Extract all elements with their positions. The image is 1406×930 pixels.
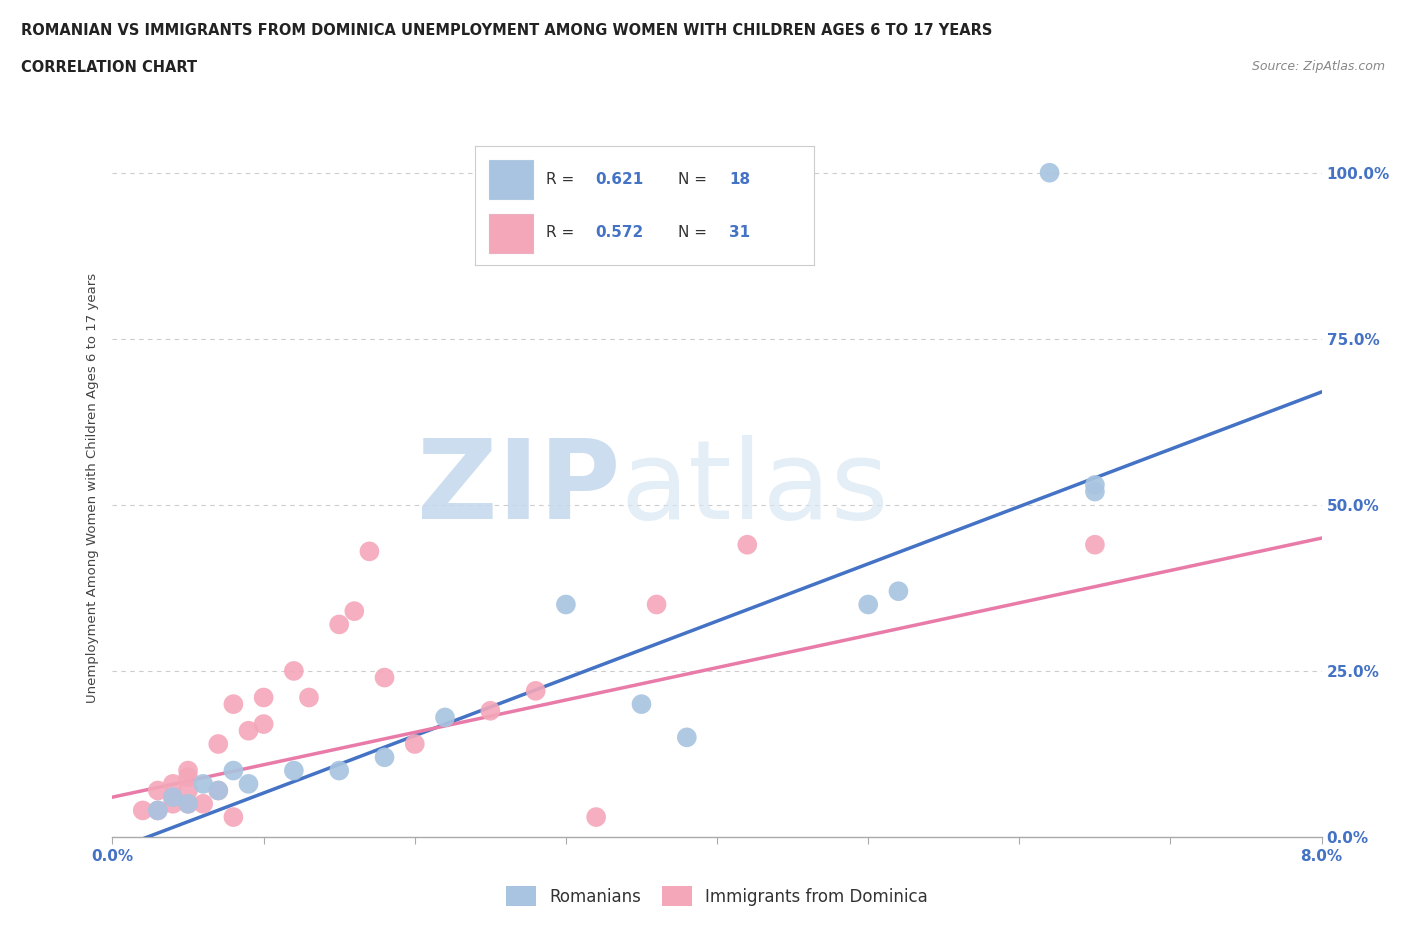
Point — [177, 796, 200, 811]
Point — [343, 604, 366, 618]
Point — [1084, 538, 1107, 552]
Point — [479, 703, 502, 718]
Legend: Romanians, Immigrants from Dominica: Romanians, Immigrants from Dominica — [499, 880, 935, 912]
Point — [737, 538, 759, 552]
Point — [554, 597, 576, 612]
Point — [1084, 477, 1107, 492]
Point — [433, 710, 456, 724]
Point — [222, 764, 245, 778]
Point — [283, 764, 305, 778]
Point — [191, 777, 215, 791]
Y-axis label: Unemployment Among Women with Children Ages 6 to 17 years: Unemployment Among Women with Children A… — [86, 273, 100, 703]
Text: atlas: atlas — [620, 434, 889, 542]
Point — [238, 777, 260, 791]
Point — [146, 803, 169, 817]
Point — [328, 617, 350, 631]
Point — [132, 803, 155, 817]
Point — [146, 783, 169, 798]
Point — [207, 783, 229, 798]
Point — [524, 684, 547, 698]
Point — [162, 777, 184, 791]
Point — [238, 724, 260, 738]
Point — [207, 783, 229, 798]
Point — [373, 750, 396, 764]
Point — [404, 737, 426, 751]
Point — [585, 810, 607, 825]
Text: Source: ZipAtlas.com: Source: ZipAtlas.com — [1251, 60, 1385, 73]
Point — [162, 796, 184, 811]
Point — [359, 544, 381, 559]
Point — [177, 770, 200, 785]
Point — [1038, 166, 1062, 180]
Point — [162, 790, 184, 804]
Text: CORRELATION CHART: CORRELATION CHART — [21, 60, 197, 75]
Point — [856, 597, 880, 612]
Point — [177, 796, 200, 811]
Point — [222, 697, 245, 711]
Point — [191, 796, 215, 811]
Point — [298, 690, 321, 705]
Point — [645, 597, 668, 612]
Point — [328, 764, 350, 778]
Point — [373, 671, 396, 685]
Point — [253, 690, 276, 705]
Text: ZIP: ZIP — [418, 434, 620, 542]
Point — [162, 790, 184, 804]
Point — [283, 663, 305, 678]
Point — [177, 783, 200, 798]
Point — [207, 737, 229, 751]
Point — [675, 730, 697, 745]
Point — [177, 764, 200, 778]
Point — [630, 697, 652, 711]
Point — [222, 810, 245, 825]
Point — [146, 803, 169, 817]
Point — [1084, 485, 1107, 499]
Text: ROMANIAN VS IMMIGRANTS FROM DOMINICA UNEMPLOYMENT AMONG WOMEN WITH CHILDREN AGES: ROMANIAN VS IMMIGRANTS FROM DOMINICA UNE… — [21, 23, 993, 38]
Point — [253, 717, 276, 732]
Point — [887, 584, 910, 599]
